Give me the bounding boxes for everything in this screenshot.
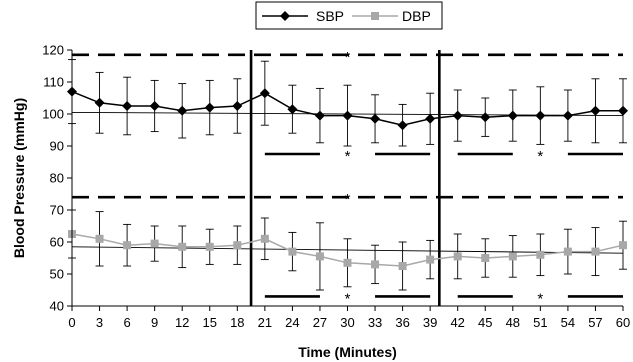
data-point [398,262,407,270]
y-tick-label: 80 [50,171,64,186]
x-tick-label: 3 [96,315,103,330]
data-point [205,242,214,251]
y-tick-label: 100 [42,107,64,122]
data-point [122,101,133,111]
data-point [590,105,601,116]
significance-asterisk: * [537,148,543,165]
series-dbp [68,209,627,291]
x-tick-label: 21 [258,315,272,330]
y-tick-label: 90 [50,139,64,154]
data-point [535,110,546,121]
data-point [343,258,352,267]
significance-asterisk: * [345,49,351,66]
significance-asterisk: * [345,191,351,208]
y-tick-label: 40 [50,299,64,314]
data-point [397,120,408,131]
data-point [591,247,600,256]
y-tick-label: 110 [43,75,64,90]
x-tick-label: 54 [561,315,575,330]
x-tick-label: 15 [203,315,217,330]
data-point [426,255,435,264]
x-axis-title: Time (Minutes) [298,344,397,360]
legend: SBP DBP [255,1,443,30]
data-point [453,252,462,261]
data-point [507,110,518,121]
data-point [204,102,215,113]
trend-line [71,246,624,254]
data-point [563,247,572,256]
data-point [233,241,242,250]
x-tick-label: 48 [506,315,520,330]
x-tick-label: 6 [123,315,130,330]
data-point [481,254,490,262]
y-tick-label: 70 [50,203,64,218]
data-point [94,97,105,108]
x-tick-label: 33 [368,315,382,330]
data-point [149,101,160,111]
data-point [536,250,545,259]
legend-marker-sbp [280,11,290,21]
data-point [259,88,270,99]
y-axis-title: Blood Pressure (mmHg) [11,98,27,258]
data-point [562,110,573,121]
y-tick-label: 120 [42,43,64,58]
data-point [150,239,159,248]
data-point [508,252,517,261]
x-tick-label: 24 [285,315,299,330]
x-tick-label: 57 [588,315,602,330]
legend-label-sbp: SBP [316,8,344,24]
data-point [123,241,132,250]
significance-asterisk: * [345,148,351,165]
plot-area: * * * * * * [67,49,628,307]
x-tick-label: 36 [395,315,409,330]
data-point [452,110,463,121]
x-tick-label: 51 [533,315,547,330]
data-point [95,234,104,243]
x-tick-label: 0 [68,315,75,330]
data-point [260,234,269,243]
x-tick-label: 18 [230,315,244,330]
data-point [314,110,325,121]
x-tick-label: 60 [616,315,630,330]
significance-asterisk: * [537,290,543,307]
data-point [315,252,324,261]
data-point [287,104,298,115]
data-point [178,242,187,251]
data-point [619,241,627,250]
data-point [618,105,628,116]
data-point [480,112,491,123]
data-point [370,113,381,124]
data-point [425,113,436,124]
x-tick-label: 42 [450,315,464,330]
data-point [288,247,297,256]
x-tick-label: 12 [175,315,189,330]
y-tick-label: 60 [50,235,64,250]
x-tick-label: 39 [423,315,437,330]
data-point [342,110,353,121]
data-point [371,260,380,269]
y-tick-label: 50 [50,267,64,282]
data-point [232,101,243,111]
legend-label-dbp: DBP [402,8,431,24]
x-tick-label: 27 [313,315,327,330]
significance-asterisk: * [345,290,351,307]
data-point [177,105,188,116]
x-tick-label: 30 [340,315,354,330]
series-sbp [67,59,628,147]
legend-marker-dbp [371,12,379,20]
x-tick-label: 45 [478,315,492,330]
x-tick-label: 9 [151,315,158,330]
